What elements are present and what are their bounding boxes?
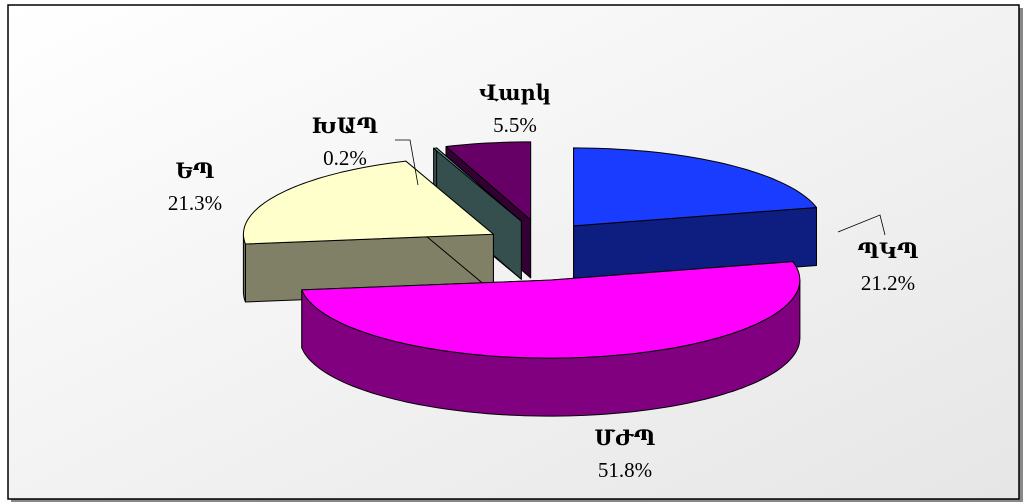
category-label: ՊԿՊ xyxy=(857,239,918,263)
value-label: 0.2% xyxy=(323,146,367,170)
value-label: 21.2% xyxy=(861,271,915,295)
leader-line xyxy=(395,139,419,186)
category-label: ԽԱՊ xyxy=(312,114,378,138)
category-label: ԵՊ xyxy=(176,159,215,183)
slice-top xyxy=(573,147,817,227)
slice-top xyxy=(301,261,801,359)
leader-line xyxy=(837,214,886,236)
pie xyxy=(242,141,817,417)
value-label: 21.3% xyxy=(168,191,222,215)
value-label: 5.5% xyxy=(493,113,537,137)
slice-top xyxy=(433,147,522,222)
category-label: Վարկ xyxy=(479,81,551,105)
value-label: 51.8% xyxy=(598,458,652,482)
slice-top xyxy=(242,160,494,245)
slice-top xyxy=(445,141,532,221)
category-label: ՄԺՊ xyxy=(594,426,655,450)
labels: ՊԿՊ 21.2% ՄԺՊ 51.8% ԵՊ 21.3% ԽԱՊ 0.2% Վարկ 5.5% xyxy=(168,81,919,482)
